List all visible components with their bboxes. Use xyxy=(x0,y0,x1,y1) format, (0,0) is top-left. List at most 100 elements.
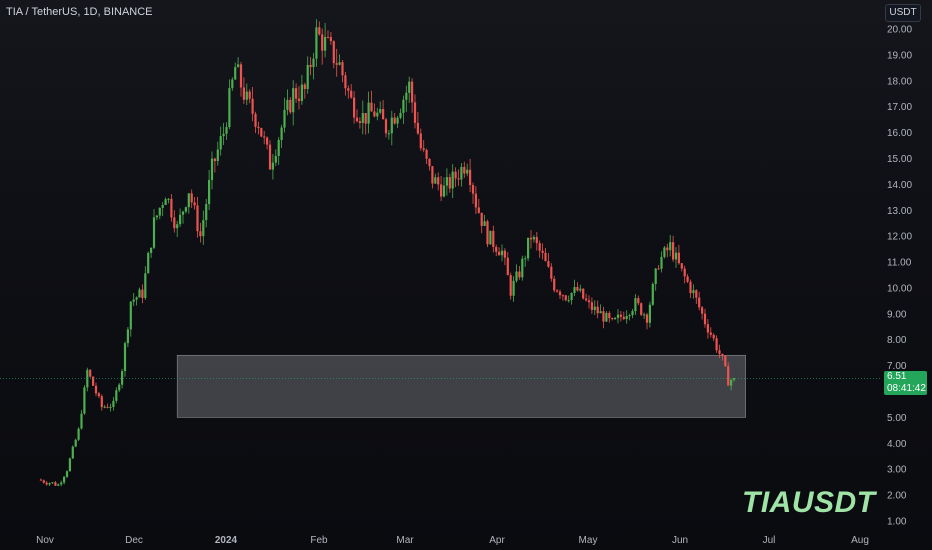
bar-countdown: 08:41:42 xyxy=(887,383,926,394)
candle-body xyxy=(63,476,66,483)
candle-body xyxy=(419,133,422,149)
candle-body xyxy=(251,98,254,114)
y-tick-label: 19.00 xyxy=(887,50,912,61)
currency-badge[interactable]: USDT xyxy=(885,4,921,22)
candle-body xyxy=(181,211,185,215)
candle-body xyxy=(222,133,225,137)
candle-body xyxy=(65,471,69,477)
candle-body xyxy=(245,91,248,100)
candle-body xyxy=(471,185,475,194)
candle-body xyxy=(680,263,683,269)
candle-body xyxy=(651,283,654,305)
candle-body xyxy=(260,128,263,137)
candle-body xyxy=(187,193,190,208)
candle-body xyxy=(237,64,240,68)
candle-body xyxy=(57,484,60,486)
candle-body xyxy=(660,256,663,269)
candle-body xyxy=(408,81,411,93)
candle-body xyxy=(387,133,390,135)
candle-body xyxy=(48,483,51,485)
candle-body xyxy=(544,252,547,262)
candle-body xyxy=(663,247,666,257)
candle-body xyxy=(321,34,324,51)
candle-body xyxy=(74,439,77,447)
candle-body xyxy=(92,376,95,386)
candle-body xyxy=(463,166,466,174)
candle-body xyxy=(292,88,295,113)
candle-body xyxy=(405,92,408,100)
y-tick-label: 8.00 xyxy=(887,335,907,346)
candle-body xyxy=(605,312,608,322)
candle-body xyxy=(382,109,385,120)
candle-body xyxy=(71,446,74,459)
y-tick-label: 2.00 xyxy=(887,491,907,502)
candle-body xyxy=(326,36,330,38)
candle-body xyxy=(567,300,570,302)
candle-body xyxy=(283,109,286,128)
candle-body xyxy=(561,295,564,297)
candle-body xyxy=(698,297,701,308)
candle-body xyxy=(216,149,219,162)
symbol-watermark: TIAUSDT xyxy=(742,486,876,519)
candle-body xyxy=(538,243,541,251)
candle-body xyxy=(205,204,208,221)
candle-body xyxy=(590,302,593,310)
candle-body xyxy=(103,406,106,408)
candle-body xyxy=(521,258,524,278)
candle-body xyxy=(512,280,515,296)
candle-body xyxy=(170,198,173,218)
candle-body xyxy=(147,252,150,274)
candle-body xyxy=(437,177,440,185)
candle-body xyxy=(138,289,141,298)
y-tick-label: 9.00 xyxy=(887,309,907,320)
x-tick-label: Nov xyxy=(36,535,54,546)
candle-body xyxy=(184,207,187,212)
candle-body xyxy=(152,217,156,248)
candle-body xyxy=(228,88,231,128)
last-price-value: 6.51 xyxy=(887,371,907,382)
candle-body xyxy=(208,179,211,205)
candle-body xyxy=(486,221,489,245)
candle-body xyxy=(492,230,495,247)
x-tick-label: May xyxy=(579,535,598,546)
candle-body xyxy=(518,271,521,278)
candle-body xyxy=(39,479,42,481)
candle-body xyxy=(202,220,205,237)
candle-body xyxy=(727,366,730,386)
candle-body xyxy=(587,300,591,303)
candle-body xyxy=(94,385,98,394)
candle-body xyxy=(97,393,100,397)
candle-body xyxy=(524,258,527,260)
y-axis: 1.002.003.004.005.006.007.008.009.0010.0… xyxy=(887,25,912,528)
candle-body xyxy=(619,314,622,317)
candle-body xyxy=(167,198,170,200)
candle-body xyxy=(509,275,512,296)
candle-body xyxy=(280,127,283,140)
candle-body xyxy=(695,290,698,298)
candle-body xyxy=(297,98,301,101)
candle-body xyxy=(379,109,382,113)
candle-body xyxy=(657,268,660,270)
candle-body xyxy=(399,112,402,118)
x-tick-label: Aug xyxy=(851,535,869,546)
candle-body xyxy=(338,62,341,65)
candle-body xyxy=(344,75,347,89)
candle-body xyxy=(640,303,643,315)
candle-body xyxy=(199,231,202,237)
candle-body xyxy=(80,413,83,429)
candle-body xyxy=(173,217,176,229)
candle-body xyxy=(358,121,361,123)
candle-body xyxy=(193,202,196,206)
candle-body xyxy=(718,350,721,354)
candle-body xyxy=(231,79,234,89)
candle-body xyxy=(645,314,649,323)
candle-body xyxy=(469,169,472,186)
candle-body xyxy=(266,137,269,145)
candle-body xyxy=(532,236,535,240)
candle-body xyxy=(158,207,161,216)
candle-body xyxy=(118,384,121,391)
candle-body xyxy=(614,317,617,320)
candle-body xyxy=(100,396,103,408)
